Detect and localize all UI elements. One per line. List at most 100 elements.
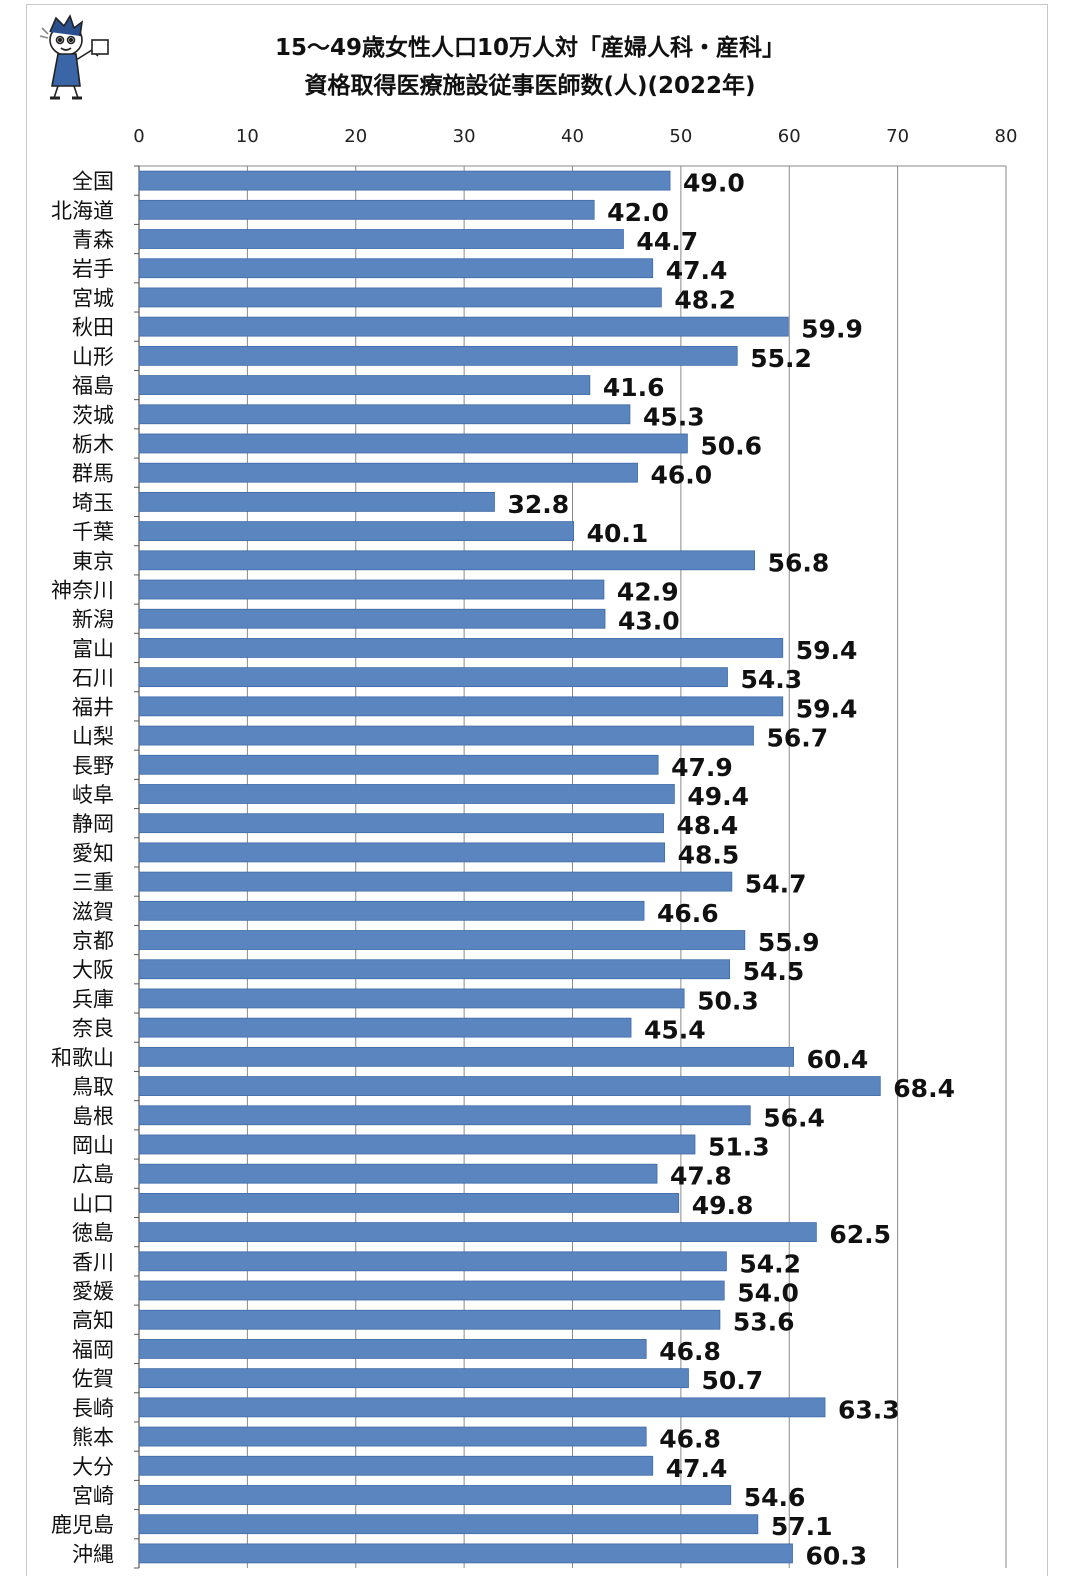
category-label: 兵庫: [72, 987, 114, 1011]
category-label: 福岡: [72, 1338, 114, 1362]
bar: [138, 550, 755, 571]
bar: [138, 1397, 826, 1418]
bar: [138, 491, 495, 512]
category-label: 茨城: [72, 403, 114, 427]
data-label: 47.4: [666, 256, 728, 285]
category-label: 奈良: [72, 1017, 114, 1041]
bar: [138, 345, 738, 366]
bar: [138, 433, 688, 454]
bar: [138, 1309, 721, 1330]
bar: [138, 1046, 794, 1067]
x-tick-label: 60: [778, 126, 801, 147]
category-label: 愛媛: [72, 1280, 114, 1304]
data-label: 46.8: [659, 1337, 721, 1366]
bar: [138, 842, 666, 863]
data-label: 47.8: [670, 1162, 732, 1191]
category-label: 和歌山: [51, 1046, 114, 1070]
category-label: 富山: [72, 637, 114, 661]
category-label: 熊本: [72, 1426, 114, 1450]
bar: [138, 1017, 632, 1038]
category-label: 石川: [72, 666, 114, 690]
category-label: 佐賀: [72, 1367, 114, 1391]
data-label: 59.4: [796, 636, 858, 665]
category-label: 大阪: [72, 958, 114, 982]
data-label: 63.3: [838, 1395, 900, 1424]
data-label: 60.4: [807, 1045, 869, 1074]
data-label: 47.9: [671, 753, 733, 782]
category-label: 島根: [72, 1104, 114, 1128]
bar: [138, 1105, 751, 1126]
x-tick-label: 40: [561, 126, 584, 147]
chart-title-line2: 資格取得医療施設従事医師数(人)(2022年): [304, 73, 756, 99]
data-label: 40.1: [587, 519, 649, 548]
data-label: 55.2: [750, 344, 812, 373]
data-label: 54.3: [740, 665, 802, 694]
category-label: 群馬: [72, 462, 114, 486]
bar: [138, 871, 733, 892]
bar: [138, 521, 574, 542]
category-label: 沖縄: [72, 1542, 114, 1566]
category-label: 福井: [72, 695, 114, 719]
bar: [138, 1455, 654, 1476]
bar: [138, 1251, 727, 1272]
bar: [138, 1485, 732, 1505]
data-label: 42.9: [617, 578, 679, 607]
category-label: 秋田: [72, 316, 114, 340]
category-label: 長野: [72, 754, 114, 778]
data-label: 45.4: [644, 1016, 706, 1045]
category-label: 広島: [72, 1163, 114, 1187]
bar: [138, 1426, 647, 1447]
category-label: 埼玉: [72, 491, 114, 515]
category-label: 鳥取: [72, 1075, 114, 1099]
bar: [138, 1543, 793, 1564]
bar: [138, 1514, 759, 1535]
x-tick-label: 0: [133, 126, 144, 147]
category-label: 愛知: [72, 841, 114, 865]
x-tick-label: 10: [236, 126, 259, 147]
bar: [138, 1192, 680, 1213]
category-label: 山梨: [72, 725, 114, 749]
data-label: 59.9: [801, 315, 863, 344]
bar: [138, 1280, 725, 1301]
data-label: 54.0: [737, 1279, 799, 1308]
chart-frame: [26, 4, 1048, 1576]
data-label: 43.0: [618, 607, 680, 636]
bar: [138, 900, 645, 921]
data-label: 68.4: [893, 1074, 955, 1103]
data-label: 59.4: [796, 694, 858, 723]
category-label: 山口: [72, 1192, 114, 1216]
category-label: 滋賀: [72, 900, 114, 924]
data-label: 51.3: [708, 1132, 770, 1161]
data-label: 32.8: [507, 490, 569, 519]
data-label: 57.1: [771, 1512, 833, 1541]
bar: [138, 813, 664, 834]
category-label: 三重: [72, 871, 114, 895]
category-label: 岐阜: [72, 783, 114, 807]
data-label: 47.4: [666, 1454, 728, 1483]
category-label: 北海道: [51, 199, 114, 223]
category-label: 青森: [72, 228, 114, 252]
chart-title-line1: 15～49歳女性人口10万人対「産婦人科・産科」: [274, 35, 786, 61]
category-label: 福島: [72, 374, 114, 398]
category-label: 京都: [72, 929, 114, 953]
data-label: 49.8: [692, 1191, 754, 1220]
data-label: 45.3: [643, 402, 705, 431]
bar: [138, 462, 638, 483]
data-label: 50.3: [697, 986, 759, 1015]
data-label: 62.5: [829, 1220, 891, 1249]
bar: [138, 1134, 696, 1155]
data-label: 41.6: [603, 373, 665, 402]
data-label: 55.9: [758, 928, 820, 957]
data-label: 56.4: [763, 1103, 825, 1132]
data-label: 44.7: [636, 227, 698, 256]
x-tick-label: 70: [886, 126, 909, 147]
bar: [138, 199, 595, 220]
bar: [138, 1368, 689, 1389]
category-label: 栃木: [72, 432, 114, 456]
data-label: 54.7: [745, 870, 807, 899]
category-label: 静岡: [72, 812, 114, 836]
bar: [138, 1339, 647, 1359]
x-tick-label: 80: [995, 126, 1018, 147]
data-label: 48.4: [677, 811, 739, 840]
category-label: 高知: [72, 1309, 114, 1333]
